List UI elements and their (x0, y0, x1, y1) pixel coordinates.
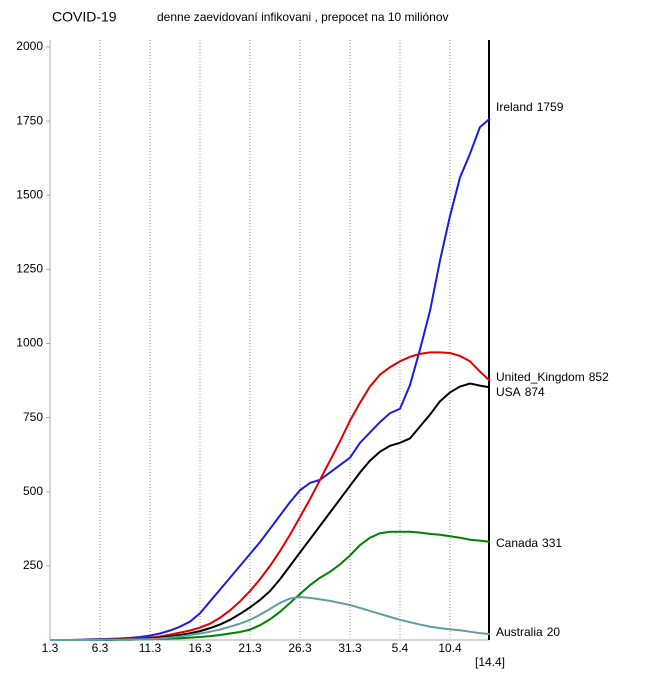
series-label: United_Kingdom (496, 370, 585, 384)
y-tick-label: 1750 (16, 113, 43, 127)
chart-subtitle: denne zaevidovaní infikovani , prepocet … (157, 10, 449, 24)
series-label: USA (496, 385, 521, 399)
x-tick-label: 1.3 (42, 641, 59, 655)
series-end-value: 874 (525, 385, 545, 399)
series-label: Australia (496, 625, 543, 639)
x-tick-label: 31.3 (338, 641, 362, 655)
series-line (50, 596, 491, 641)
x-tick-label: 26.3 (288, 641, 312, 655)
x-tick-label: 5.4 (392, 641, 409, 655)
series-end-value: 20 (547, 625, 561, 639)
series-line (50, 351, 491, 641)
y-tick-label: 500 (23, 484, 43, 498)
series-label: Ireland (496, 100, 533, 114)
chart-title: COVID-19 (52, 9, 117, 25)
y-tick-label: 1250 (16, 262, 43, 276)
y-tick-label: 1000 (16, 336, 43, 350)
series-end-value: 331 (542, 536, 562, 550)
y-tick-label: 250 (23, 558, 43, 572)
series-line (50, 530, 491, 641)
series-label: Canada (496, 536, 538, 550)
series-end-value: 852 (589, 370, 609, 384)
series-line (50, 117, 491, 641)
y-tick-label: 750 (23, 410, 43, 424)
series-line (50, 382, 491, 641)
y-tick-label: 2000 (16, 39, 43, 53)
x-tick-label: [14.4] (475, 655, 505, 669)
series-end-value: 1759 (537, 100, 564, 114)
x-tick-label: 16.3 (188, 641, 212, 655)
x-tick-label: 11.3 (139, 641, 162, 655)
x-tick-label: 10.4 (438, 641, 462, 655)
x-tick-label: 6.3 (92, 641, 109, 655)
x-tick-label: 21.3 (238, 641, 262, 655)
y-tick-label: 1500 (16, 187, 43, 201)
